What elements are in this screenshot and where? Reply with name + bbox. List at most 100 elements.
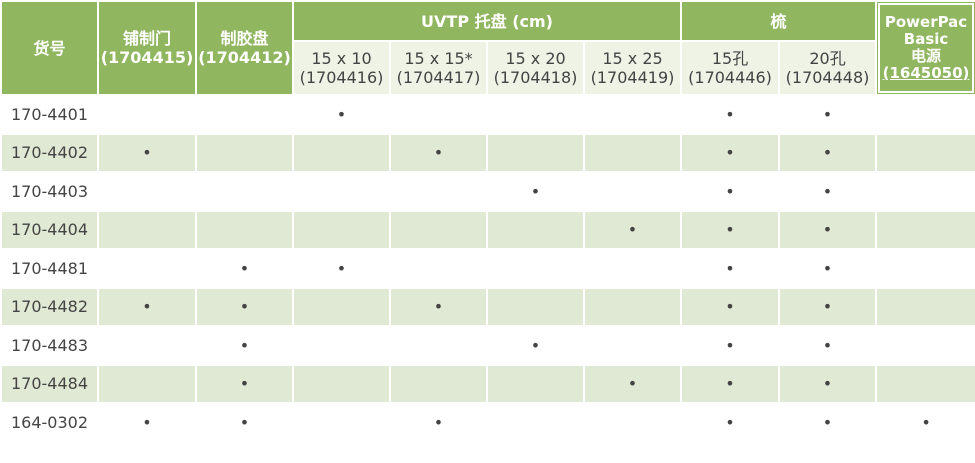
cell: •	[195, 325, 294, 366]
cell: •	[778, 171, 878, 212]
cell	[486, 248, 585, 289]
dot: •	[142, 143, 152, 163]
table-row: 170-4484 • • • •	[0, 363, 975, 404]
dot: •	[822, 258, 833, 278]
cell: •	[97, 286, 197, 327]
cell	[486, 132, 585, 173]
table-row: 164-0302 • • • • • •	[0, 402, 975, 443]
item-number: 170-4481	[0, 248, 99, 289]
dot: •	[530, 181, 541, 201]
item-number: 170-4401	[0, 94, 99, 135]
header-cell: 制胶盘 (1704412)	[195, 0, 294, 96]
group-header: 梳	[680, 0, 878, 42]
cell	[486, 286, 585, 327]
header-cell: PowerPac Basic 电源 (1645050)	[875, 0, 975, 96]
cell	[582, 286, 683, 327]
header-line: 铺制门	[122, 29, 171, 48]
table-row: 170-4483 • • • •	[0, 325, 975, 366]
cell	[875, 248, 975, 289]
cell	[582, 94, 683, 135]
cell	[389, 171, 488, 212]
header-line: PowerPac	[884, 13, 968, 31]
dot: •	[433, 297, 444, 317]
cell	[292, 402, 391, 443]
dot: •	[822, 220, 833, 240]
table-header: 货号 铺制门 (1704415) 制胶盘 (1704412) UVTP 托盘 (cm) 梳 P…	[0, 0, 975, 96]
cell	[875, 363, 975, 404]
cell	[486, 94, 585, 135]
header-line: (1704419)	[590, 68, 675, 87]
dot: •	[627, 374, 638, 394]
cell: •	[680, 209, 781, 250]
cell: •	[778, 94, 878, 135]
subheader-cell: 20孔 (1704448)	[778, 40, 878, 96]
table-row: 170-4403 • • •	[0, 171, 975, 212]
cell	[875, 286, 975, 327]
cell	[486, 363, 585, 404]
item-number: 164-0302	[0, 402, 99, 443]
header-line: (1704415)	[100, 48, 194, 67]
dot: •	[822, 181, 833, 201]
cell	[389, 325, 488, 366]
cell: •	[389, 132, 488, 173]
dot: •	[239, 335, 250, 355]
dot: •	[725, 258, 735, 278]
cell	[389, 248, 488, 289]
subheader-cell: 15 x 15* (1704417)	[389, 40, 488, 96]
cell: •	[680, 248, 781, 289]
dot: •	[725, 104, 735, 124]
cell	[875, 132, 975, 173]
cell: •	[680, 94, 781, 135]
table-row: 170-4402 • • • •	[0, 132, 975, 173]
cell: •	[778, 325, 878, 366]
header-line: (1704448)	[785, 68, 870, 87]
cell	[875, 94, 975, 135]
cell	[195, 209, 294, 250]
cell	[292, 132, 391, 173]
cell: •	[778, 286, 878, 327]
item-number: 170-4482	[0, 286, 99, 327]
cell	[875, 171, 975, 212]
header-cell: 货号	[0, 0, 99, 96]
cell: •	[195, 286, 294, 327]
header-line: (1704412)	[198, 48, 291, 67]
cell: •	[389, 402, 488, 443]
cell: •	[582, 209, 683, 250]
item-number: 170-4402	[0, 132, 99, 173]
cell: •	[582, 363, 683, 404]
header-row: 货号 铺制门 (1704415) 制胶盘 (1704412) UVTP 托盘 (cm) 梳 P…	[0, 0, 975, 96]
header-line: Basic	[903, 30, 949, 48]
cell: •	[486, 171, 585, 212]
dot: •	[725, 220, 735, 240]
header-line: (1704418)	[493, 68, 578, 87]
header-line: 电源	[911, 47, 942, 65]
subheader-row: 15 x 10 (1704416) 15 x 15* (1704417) 15 x 20…	[1, 40, 975, 96]
cell: •	[778, 248, 878, 289]
header-line: 货号	[33, 38, 66, 58]
item-number: 170-4484	[0, 363, 99, 404]
header-line: 制胶盘	[220, 29, 269, 48]
cell: •	[875, 402, 975, 443]
dot: •	[822, 297, 833, 317]
cell	[389, 94, 488, 135]
cell	[582, 325, 683, 366]
cell	[97, 171, 197, 212]
dot: •	[142, 412, 152, 432]
table-row: 170-4481 • • • •	[0, 248, 975, 289]
header-line: 15 x 25	[602, 49, 663, 68]
cell: •	[97, 402, 197, 443]
cell	[582, 171, 683, 212]
dot: •	[433, 412, 444, 432]
table-row: 170-4401 • • •	[0, 94, 975, 135]
item-number: 170-4403	[0, 171, 99, 212]
group-header: UVTP 托盘 (cm)	[291, 0, 683, 42]
dot: •	[530, 335, 541, 355]
dot: •	[822, 374, 833, 394]
cell	[486, 402, 585, 443]
cell: •	[292, 94, 391, 135]
cell	[875, 209, 975, 250]
header-line: (1704446)	[688, 68, 772, 87]
cell	[582, 132, 683, 173]
cell	[97, 363, 197, 404]
cell	[97, 248, 197, 289]
